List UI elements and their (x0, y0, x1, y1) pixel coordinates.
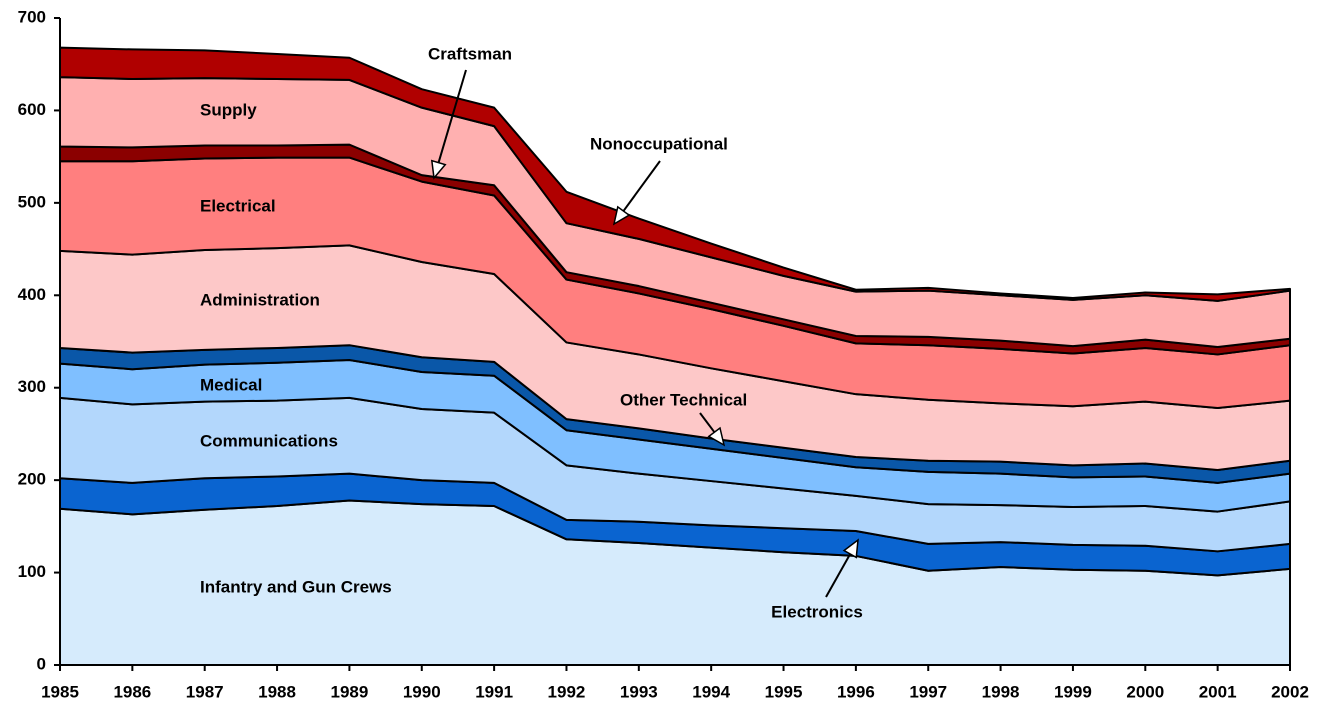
labels: Infantry and Gun Crews Electronics Communi… (200, 44, 863, 621)
x-tick-label: 1985 (41, 682, 79, 701)
series-label: Electronics (771, 602, 863, 621)
x-tick-label: 1993 (620, 682, 658, 701)
series-label: Nonoccupational (590, 134, 728, 153)
y-tick-label: 600 (18, 100, 46, 119)
callout-line (622, 160, 661, 212)
x-tick-label: 1996 (837, 682, 875, 701)
area (59, 46, 1291, 302)
y-tick-label: 500 (18, 192, 46, 211)
x-tick-label: 1998 (982, 682, 1020, 701)
callout-arrowhead (707, 426, 726, 447)
callout-arrowhead (842, 538, 859, 559)
y-tick-label: 700 (18, 7, 46, 26)
series-label: Infantry and Gun Crews (200, 577, 392, 596)
areas (59, 46, 1291, 666)
callout-line (437, 69, 467, 163)
x-tick-label: 1999 (1054, 682, 1092, 701)
axes: 0 100 200 300 400 500 600 700 1985 1986 1987 1988 19… (18, 7, 1309, 701)
x-tick-label: 1992 (548, 682, 586, 701)
callout-line (825, 553, 852, 598)
x-tick-label: 1986 (113, 682, 151, 701)
series-label: Supply (200, 100, 257, 119)
series-label: Administration (200, 290, 320, 309)
callout-arrowhead (612, 205, 631, 226)
y-tick-label: 200 (18, 470, 46, 489)
y-tick-label: 100 (18, 562, 46, 581)
series-label: Craftsman (428, 44, 512, 63)
x-tick-label: 1991 (475, 682, 513, 701)
y-tick-label: 0 (37, 654, 46, 673)
x-tick-label: 2001 (1199, 682, 1237, 701)
x-tick-label: 1989 (330, 682, 368, 701)
x-tick-label: 1995 (765, 682, 803, 701)
x-tick-label: 1988 (258, 682, 296, 701)
x-tick-label: 1987 (186, 682, 224, 701)
x-tick-label: 1997 (909, 682, 947, 701)
series-label: Electrical (200, 196, 276, 215)
x-tick-label: 2002 (1271, 682, 1309, 701)
x-tick-label: 1990 (403, 682, 441, 701)
callout-line (699, 412, 716, 433)
series-label: Medical (200, 375, 262, 394)
callout-arrowhead (430, 159, 447, 180)
series-label: Other Technical (620, 390, 747, 409)
series-label: Communications (200, 431, 338, 450)
y-tick-label: 300 (18, 377, 46, 396)
y-tick-label: 400 (18, 285, 46, 304)
x-tick-label: 2000 (1126, 682, 1164, 701)
x-tick-label: 1994 (692, 682, 730, 701)
